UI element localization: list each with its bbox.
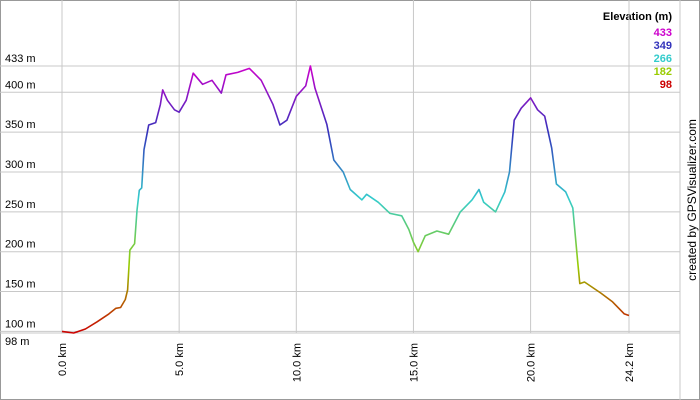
y-tick-label: 250 m (5, 199, 36, 211)
x-tick-label: 0.0 km (57, 343, 69, 376)
legend-value: 182 (654, 66, 672, 78)
credit: created by GPSVisualizer.com (685, 119, 699, 281)
x-tick-label: 15.0 km (408, 343, 420, 382)
y-tick-label: 433 m (5, 53, 36, 65)
x-tick-label: 20.0 km (526, 343, 538, 382)
legend-value: 266 (654, 53, 672, 65)
y-tick-label: 300 m (5, 159, 36, 171)
y-tick-label: 400 m (5, 79, 36, 91)
y-tick-label: 200 m (5, 239, 36, 251)
legend-value: 98 (660, 79, 672, 91)
y-tick-label: 98 m (5, 336, 29, 348)
elevation-line (61, 65, 630, 334)
x-tick-label: 5.0 km (174, 343, 186, 376)
y-tick-label: 150 m (5, 279, 36, 291)
legend-value: 349 (654, 40, 672, 52)
x-tick-label: 10.0 km (291, 343, 303, 382)
y-tick-label: 100 m (5, 318, 36, 330)
legend-value: 433 (654, 27, 672, 39)
x-tick-label: 24.2 km (624, 343, 636, 382)
legend-title: Elevation (m) (603, 11, 672, 23)
y-tick-label: 350 m (5, 119, 36, 131)
